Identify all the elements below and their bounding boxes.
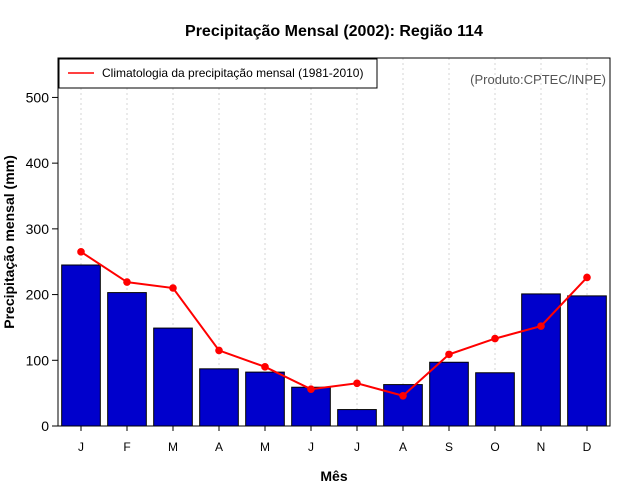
source-annotation: (Produto:CPTEC/INPE) xyxy=(470,72,606,87)
climatology-point-12 xyxy=(583,273,591,282)
climatology-point-8 xyxy=(399,391,407,400)
x-tick-label: S xyxy=(445,440,453,454)
bar-12 xyxy=(567,295,607,427)
y-axis: 0 100 200 300 400 500 xyxy=(26,89,58,434)
legend-label: Climatologia da precipitação mensal (198… xyxy=(102,66,363,80)
bar-3 xyxy=(153,327,193,427)
x-tick-label: D xyxy=(583,440,592,454)
x-tick-label: F xyxy=(123,440,130,454)
climatology-point-5 xyxy=(261,363,269,371)
x-tick-label: M xyxy=(168,440,178,454)
bar-1 xyxy=(61,264,101,427)
climatology-point-7 xyxy=(353,379,361,388)
y-tick-label: 0 xyxy=(41,418,49,434)
legend: Climatologia da precipitação mensal (198… xyxy=(58,58,378,89)
y-axis-title: Precipitação mensal (mm) xyxy=(1,155,17,329)
legend-box xyxy=(58,58,378,89)
bar-2 xyxy=(107,292,147,427)
y-tick-label: 100 xyxy=(26,352,50,368)
bar-7 xyxy=(337,409,377,427)
climatology-line xyxy=(77,248,591,400)
x-tick-label: M xyxy=(260,440,270,454)
bar-10 xyxy=(475,372,515,427)
climatology-point-6 xyxy=(307,385,315,394)
climatology-point-2 xyxy=(123,278,131,286)
bar-6 xyxy=(291,386,331,427)
chart-title: Precipitação Mensal (2002): Região 114 xyxy=(185,23,483,40)
x-axis-title: Mês xyxy=(320,468,347,484)
climatology-point-3 xyxy=(169,284,177,292)
x-tick-label: O xyxy=(490,440,499,454)
x-tick-label: J xyxy=(78,440,84,454)
bar-11 xyxy=(521,293,561,427)
y-tick-label: 300 xyxy=(26,221,50,237)
climatology-polyline xyxy=(80,251,588,397)
climatology-point-10 xyxy=(491,334,499,343)
bar-4 xyxy=(199,368,239,427)
bar-5 xyxy=(245,371,285,427)
climatology-point-11 xyxy=(537,322,545,330)
plot-frame xyxy=(57,57,611,427)
y-tick-label: 400 xyxy=(26,155,50,171)
bar-9 xyxy=(429,361,469,427)
x-tick-label: J xyxy=(308,440,314,454)
x-tick-label: J xyxy=(354,440,360,454)
climatology-point-9 xyxy=(445,350,453,359)
y-tick-label: 500 xyxy=(26,89,50,105)
climatology-point-1 xyxy=(77,248,85,256)
x-tick-label: N xyxy=(537,440,546,454)
x-tick-label: A xyxy=(399,440,407,454)
y-tick-label: 200 xyxy=(26,287,50,303)
bar-8 xyxy=(383,384,423,427)
x-tick-label: A xyxy=(215,440,223,454)
bars xyxy=(61,264,607,427)
climatology-point-4 xyxy=(215,346,223,355)
